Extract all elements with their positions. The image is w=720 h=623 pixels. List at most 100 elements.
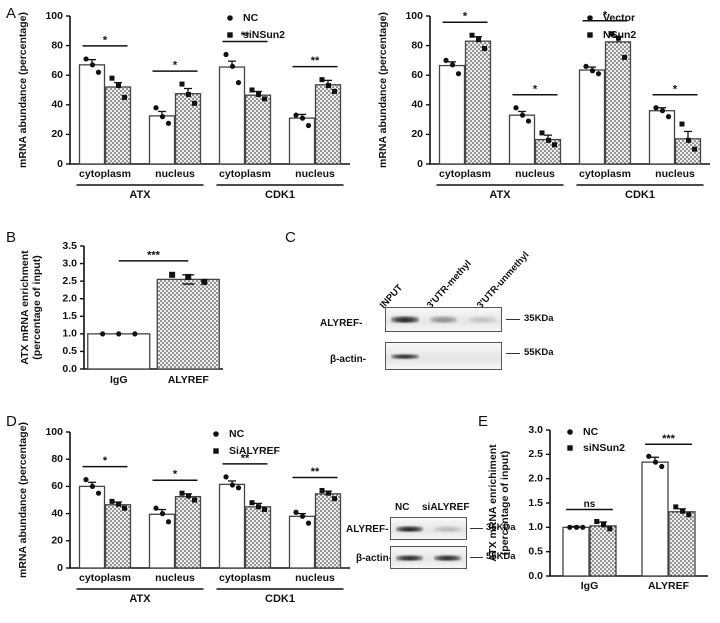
data-point — [609, 31, 615, 37]
data-point — [595, 71, 602, 77]
panel-letter-a: A — [6, 5, 17, 22]
data-point — [95, 490, 102, 496]
significance-label: ** — [241, 30, 250, 42]
significance-label: ns — [584, 499, 596, 510]
significance-label: *** — [147, 249, 161, 261]
category-label: cytoplasm — [439, 168, 491, 180]
data-point — [153, 105, 159, 111]
y-tick-label: 20 — [51, 128, 63, 140]
legend-label: NC — [229, 428, 245, 440]
data-point — [659, 463, 665, 470]
y-tick-label: 80 — [51, 39, 63, 51]
data-point — [326, 83, 331, 89]
y-tick-label: 0.5 — [62, 345, 77, 357]
error-bar — [684, 130, 692, 139]
category-label: nucleus — [515, 168, 555, 180]
blot-band — [433, 525, 461, 532]
y-tick-label: 0 — [417, 158, 423, 170]
data-point — [319, 487, 325, 493]
data-point — [692, 146, 697, 152]
data-point — [622, 54, 627, 60]
group-label: ATX — [129, 593, 151, 605]
category-label: nucleus — [155, 168, 195, 180]
data-point — [601, 522, 607, 528]
data-point — [680, 508, 686, 514]
legend-marker-square — [213, 448, 219, 454]
y-tick-label: 40 — [51, 507, 63, 519]
blot-d-mw-0: 35KDa — [486, 522, 516, 533]
data-point — [469, 32, 475, 38]
data-point — [229, 63, 236, 69]
group-label: CDK1 — [265, 189, 295, 201]
data-point — [116, 331, 122, 337]
y-axis-title: (percentage of input) — [31, 255, 43, 359]
bar — [438, 64, 466, 165]
chart-E-svg: 0.0 0.5 1.0 1.5 2.0 2.5 3.0 ATX mRNA enrichimen… — [487, 424, 708, 592]
data-point — [607, 526, 613, 532]
data-point — [186, 493, 191, 499]
blot-c-mw-0: 35KDa — [524, 313, 554, 324]
y-tick-label: 1.0 — [528, 521, 543, 533]
data-point — [449, 62, 456, 68]
y-tick-label: 60 — [411, 69, 423, 81]
bar — [314, 493, 342, 569]
bar — [648, 110, 676, 165]
category-label: ALYREF — [648, 580, 690, 592]
y-tick-label: 40 — [51, 99, 63, 111]
data-point — [455, 71, 462, 77]
data-point — [443, 57, 449, 64]
group-label: ATX — [129, 189, 151, 201]
panel-letter-c: C — [285, 229, 296, 246]
blot-d-mw-dash-1 — [470, 557, 483, 558]
data-point — [646, 453, 652, 459]
legend-marker-square — [587, 32, 593, 38]
y-axis-title: mRNA abundance (percentage) — [17, 12, 29, 168]
data-point — [652, 459, 659, 465]
data-point — [332, 88, 337, 94]
data-point — [223, 474, 229, 480]
significance-label: ** — [241, 452, 250, 464]
data-point — [235, 485, 242, 491]
data-point — [552, 142, 557, 148]
data-point — [122, 94, 127, 100]
data-point — [305, 520, 312, 526]
significance-label: * — [103, 34, 108, 46]
y-tick-label: 0.0 — [62, 363, 77, 375]
significance-label: * — [173, 469, 178, 481]
data-point — [256, 504, 261, 510]
y-axis-title: (percentage of input) — [499, 451, 511, 555]
y-tick-label: 40 — [411, 99, 423, 111]
significance-label: * — [463, 11, 468, 23]
significance-label: * — [103, 455, 108, 467]
data-point — [679, 121, 685, 127]
bar — [244, 94, 272, 165]
legend-label: siNSun2 — [243, 29, 285, 41]
data-point — [95, 69, 102, 75]
blot-d-mw-1: 55KDa — [486, 551, 516, 562]
data-point — [482, 46, 487, 52]
blot-band — [468, 316, 496, 323]
blot-c-mw-dash-0 — [506, 319, 520, 320]
bar — [562, 526, 590, 577]
blot-c-lane-1: 3'UTR-methyl — [424, 258, 474, 311]
y-axis-title: mRNA abundance (percentage) — [377, 12, 389, 168]
y-tick-label: 100 — [45, 426, 63, 438]
blot-c-row-label-1: β-actin- — [330, 354, 367, 365]
legend-label: NSun2 — [603, 29, 636, 41]
chart-A-left-svg: 0 20 40 60 80 100 mRNA abundance (percentage) *… — [17, 10, 350, 201]
blot-d: NC siALYREF ALYREF- β-actin- 35KDa 55KDa — [346, 500, 560, 610]
y-tick-label: 80 — [51, 453, 63, 465]
blot-band — [429, 316, 458, 323]
data-point — [305, 122, 312, 129]
data-point — [83, 56, 89, 62]
y-tick-label: 1.5 — [62, 310, 77, 322]
y-tick-label: 60 — [51, 69, 63, 81]
legend-marker-circle — [213, 431, 219, 437]
category-label: nucleus — [655, 168, 695, 180]
legend-marker-square — [567, 445, 573, 451]
y-tick-label: 3.0 — [62, 257, 77, 269]
y-tick-label: 2.5 — [528, 448, 543, 460]
data-point — [673, 504, 679, 510]
data-point — [122, 505, 127, 511]
category-label: nucleus — [295, 168, 335, 180]
